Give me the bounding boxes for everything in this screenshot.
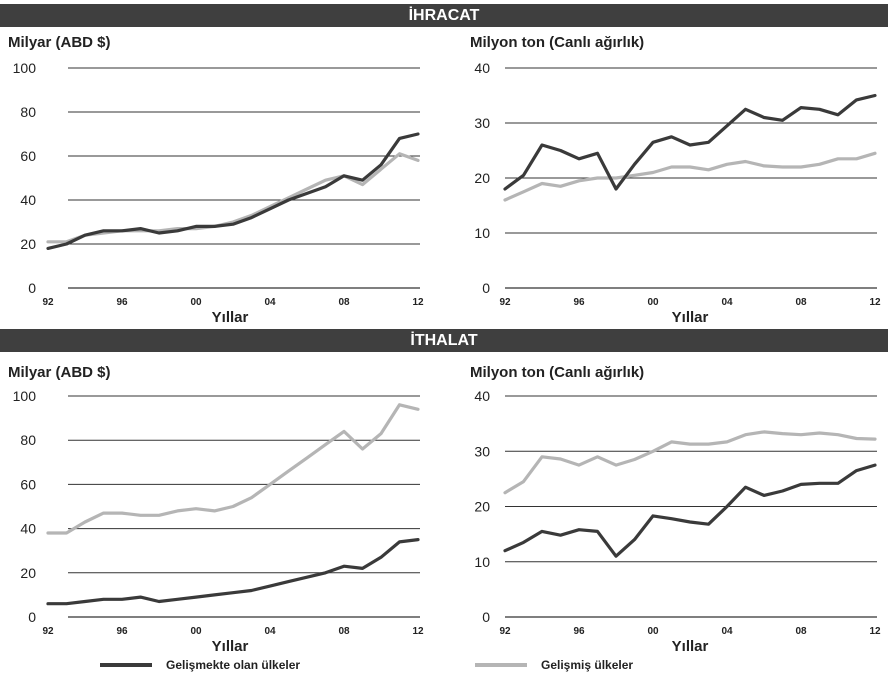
x-tick-label: 08 (795, 626, 807, 637)
x-axis-label: Yıllar (212, 309, 249, 326)
x-axis-label: Yıllar (672, 638, 709, 655)
x-tick-label: 00 (647, 297, 659, 308)
x-tick-label: 04 (721, 626, 733, 637)
x-axis-label: Yıllar (672, 309, 709, 326)
y-tick-label: 40 (20, 192, 36, 208)
series-line-developing-imports-tonnage (503, 463, 877, 558)
chart-imports-tonnage: 0 10 20 30 40 92 96 00 04 08 12 Yıllar (474, 388, 881, 655)
legend-swatch-developed (475, 663, 527, 667)
series-line-developing-exports-value (46, 132, 420, 250)
x-tick-label: 92 (42, 297, 54, 308)
y-tick-label: 30 (474, 115, 490, 131)
y-tick-label: 0 (482, 609, 490, 625)
y-tick-label: 100 (13, 60, 37, 76)
x-tick-label: 08 (338, 297, 350, 308)
y-tick-label: 20 (474, 170, 490, 186)
x-tick-label: 04 (264, 297, 276, 308)
x-tick-label: 08 (795, 297, 807, 308)
x-tick-label: 04 (264, 626, 276, 637)
y-tick-label: 0 (28, 280, 36, 296)
y-tick-label: 10 (474, 225, 490, 241)
y-tick-label: 40 (20, 521, 36, 537)
legend-label-developed: Gelişmiş ülkeler (541, 658, 634, 672)
section-banner-exports: İHRACAT (0, 4, 888, 27)
y-tick-label: 0 (28, 609, 36, 625)
x-tick-label: 12 (412, 626, 424, 637)
y-tick-label: 80 (20, 104, 36, 120)
chart-imports-value: 0 20 40 60 80 100 92 96 00 04 08 12 Yıllar (13, 388, 424, 655)
series-line-developed-exports-tonnage (503, 151, 877, 202)
x-tick-label: 96 (116, 297, 128, 308)
x-tick-label: 12 (412, 297, 424, 308)
series-line-developing-exports-tonnage (503, 93, 877, 191)
series-line-developed-imports-value (46, 403, 420, 535)
x-tick-label: 96 (573, 297, 585, 308)
x-tick-label: 12 (869, 297, 881, 308)
section-banner-imports: İTHALAT (0, 329, 888, 352)
y-axis-label-imports-tonnage: Milyon ton (Canlı ağırlık) (470, 364, 645, 381)
legend-swatch-developing (100, 663, 152, 667)
y-axis-label-imports-value: Milyar (ABD $) (8, 364, 111, 381)
y-tick-label: 20 (474, 499, 490, 515)
x-axis-label: Yıllar (212, 638, 249, 655)
y-tick-label: 30 (474, 443, 490, 459)
x-tick-label: 00 (647, 626, 659, 637)
y-tick-label: 80 (20, 432, 36, 448)
y-tick-label: 40 (474, 60, 490, 76)
x-tick-label: 92 (499, 626, 511, 637)
legend-item-developing: Gelişmekte olan ülkeler (100, 657, 300, 673)
y-tick-label: 20 (20, 236, 36, 252)
series-line-developed-imports-tonnage (503, 430, 877, 495)
chart-exports-value: 0 20 40 60 80 100 92 96 00 04 08 12 Yıllar (13, 60, 424, 326)
series-line-developed-exports-value (46, 152, 420, 244)
chart-exports-tonnage: 0 10 20 30 40 92 96 00 04 08 12 Yıllar (474, 60, 881, 326)
legend-label-developing: Gelişmekte olan ülkeler (166, 658, 301, 672)
x-tick-label: 96 (116, 626, 128, 637)
x-tick-label: 00 (190, 626, 202, 637)
y-tick-label: 40 (474, 388, 490, 404)
x-tick-label: 12 (869, 626, 881, 637)
y-tick-label: 20 (20, 565, 36, 581)
x-tick-label: 04 (721, 297, 733, 308)
x-tick-label: 00 (190, 297, 202, 308)
x-tick-label: 96 (573, 626, 585, 637)
y-axis-label-exports-tonnage: Milyon ton (Canlı ağırlık) (470, 34, 645, 51)
x-tick-label: 92 (42, 626, 54, 637)
x-tick-label: 92 (499, 297, 511, 308)
y-tick-label: 60 (20, 476, 36, 492)
y-axis-label-exports-value: Milyar (ABD $) (8, 34, 111, 51)
legend-item-developed: Gelişmiş ülkeler (475, 657, 633, 673)
y-tick-label: 60 (20, 148, 36, 164)
series-line-developing-imports-value (46, 537, 420, 606)
y-tick-label: 100 (13, 388, 37, 404)
x-tick-label: 08 (338, 626, 350, 637)
y-tick-label: 0 (482, 280, 490, 296)
y-tick-label: 10 (474, 554, 490, 570)
